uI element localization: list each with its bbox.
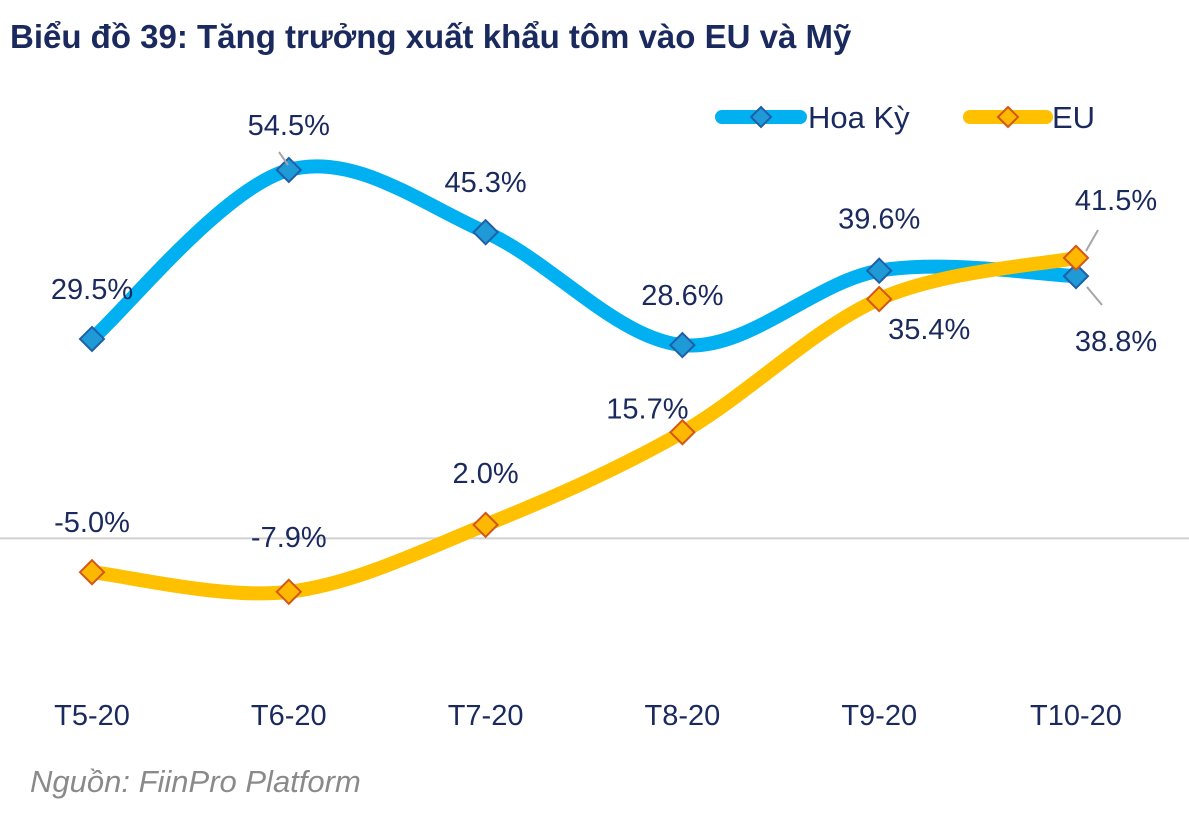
chart-title: Biểu đồ 39: Tăng trưởng xuất khẩu tôm và…: [10, 18, 852, 55]
label-leader-line: [1085, 229, 1099, 252]
data-label: 38.8%: [1075, 326, 1157, 358]
data-label: 28.6%: [641, 280, 723, 312]
data-label: 15.7%: [606, 393, 688, 425]
data-label: 29.5%: [51, 274, 133, 306]
data-point-marker: [78, 558, 106, 586]
legend-marker: [996, 105, 1020, 129]
x-tick-label: T6-20: [251, 700, 327, 732]
legend-label: EU: [1052, 100, 1095, 135]
source-note: Nguồn: FiinPro Platform: [30, 764, 361, 799]
x-tick-label: T10-20: [1030, 700, 1122, 732]
series-hoa-ky: 29.5% 54.5% 45.3% 28.6% 39.6% 38.8%: [51, 110, 1157, 359]
series-eu: -5.0% -7.9% 2.0% 15.7% 35.4% 41.5%: [54, 185, 1157, 606]
data-point-marker: [472, 511, 500, 539]
data-point-marker: [865, 285, 893, 313]
data-point-marker: [1062, 262, 1090, 290]
data-point-marker: [668, 418, 696, 446]
x-tick-label: T7-20: [448, 700, 524, 732]
label-leader-line: [1086, 286, 1103, 306]
data-label: 39.6%: [838, 204, 920, 236]
series-line: [85, 250, 1083, 601]
data-point-marker: [865, 257, 893, 285]
data-point-marker: [275, 156, 303, 184]
data-point-marker: [78, 325, 106, 353]
x-tick-label: T9-20: [841, 700, 917, 732]
data-label: 2.0%: [453, 458, 519, 490]
legend-label: Hoa Kỳ: [808, 100, 910, 135]
data-label: 45.3%: [444, 167, 526, 199]
x-tick-label: T5-20: [54, 700, 130, 732]
legend-item-eu: EU: [963, 100, 1095, 135]
label-leader-line: [278, 151, 289, 166]
x-tick-label: T8-20: [645, 700, 721, 732]
data-label: 35.4%: [888, 314, 970, 346]
legend-marker: [749, 105, 773, 129]
series-line: [85, 159, 1083, 353]
data-point-marker: [275, 578, 303, 606]
data-label: -5.0%: [54, 507, 130, 539]
data-point-marker: [668, 331, 696, 359]
data-point-marker: [1062, 244, 1090, 272]
data-label: 54.5%: [248, 110, 330, 142]
data-point-marker: [472, 218, 500, 246]
data-label: -7.9%: [251, 522, 327, 554]
legend-item-hoa-ky: Hoa Kỳ: [715, 100, 910, 135]
data-label: 41.5%: [1075, 185, 1157, 217]
